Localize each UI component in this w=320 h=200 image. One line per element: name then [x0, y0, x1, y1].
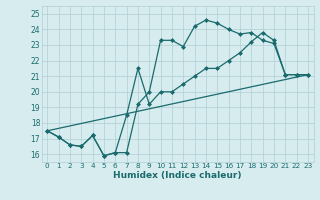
X-axis label: Humidex (Indice chaleur): Humidex (Indice chaleur) — [113, 171, 242, 180]
